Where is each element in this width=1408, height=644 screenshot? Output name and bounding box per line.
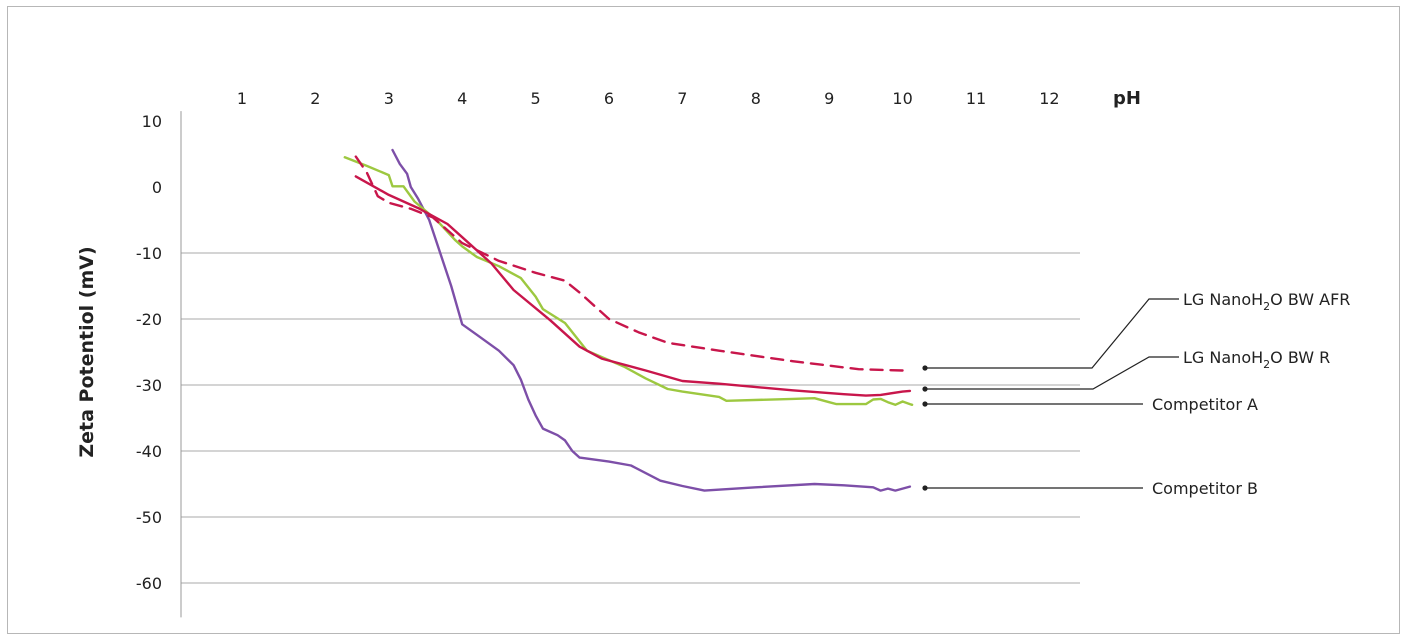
series-line-lg-nanoh-o-bw-r xyxy=(354,175,912,397)
y-tick-60: -60 xyxy=(136,574,162,593)
x-tick-12: 12 xyxy=(1039,89,1059,108)
legend-label-subscript: 2 xyxy=(1263,358,1270,371)
y-tick-10: -10 xyxy=(136,244,162,263)
x-tick-labels: 1 2 3 4 5 6 7 8 9 10 11 12 xyxy=(237,89,1060,108)
legend-leader-lg-nanoh-o-bw-r xyxy=(925,356,1179,390)
legend-label-part: O BW AFR xyxy=(1270,290,1350,309)
y-tick-10: 10 xyxy=(142,112,162,131)
y-tick-30: -30 xyxy=(136,376,162,395)
x-tick-6: 6 xyxy=(604,89,614,108)
legend-label-lg-nanoh-o-bw-afr: LG NanoH2O BW AFR xyxy=(1183,290,1350,313)
legend-label-competitor-a: Competitor A xyxy=(1152,395,1258,414)
x-tick-7: 7 xyxy=(677,89,687,108)
legend-label-lg-nanoh-o-bw-r: LG NanoH2O BW R xyxy=(1183,348,1330,371)
y-tick-0: 0 xyxy=(152,178,162,197)
x-tick-11: 11 xyxy=(966,89,986,108)
x-tick-3: 3 xyxy=(384,89,394,108)
grid-lines xyxy=(181,252,1080,584)
x-tick-1: 1 xyxy=(237,89,247,108)
x-tick-8: 8 xyxy=(751,89,761,108)
y-tick-labels: 10 0 -10 -20 -30 -40 -50 -60 xyxy=(136,112,162,593)
x-tick-10: 10 xyxy=(892,89,912,108)
series-lines xyxy=(343,148,914,492)
legend-label-competitor-b: Competitor B xyxy=(1152,479,1258,498)
x-tick-9: 9 xyxy=(824,89,834,108)
legend-label-part: O BW R xyxy=(1270,348,1330,367)
y-tick-50: -50 xyxy=(136,508,162,527)
y-tick-20: -20 xyxy=(136,310,162,329)
x-tick-2: 2 xyxy=(310,89,320,108)
legend-label-subscript: 2 xyxy=(1263,300,1270,313)
series-line-lg-nanoh-o-bw-afr xyxy=(354,155,912,372)
series-line-competitor-a xyxy=(343,156,914,406)
x-tick-5: 5 xyxy=(531,89,541,108)
y-tick-40: -40 xyxy=(136,442,162,461)
x-axis-label: pH xyxy=(1113,88,1141,109)
x-tick-4: 4 xyxy=(457,89,467,108)
chart-frame xyxy=(7,6,1400,634)
legend-leader-lg-nanoh-o-bw-afr xyxy=(925,298,1179,369)
legend-label-part: LG NanoH xyxy=(1183,348,1263,367)
y-axis-label: Zeta Potentiol (mV) xyxy=(76,246,98,457)
series-line-competitor-b xyxy=(391,148,912,492)
legend-label-part: LG NanoH xyxy=(1183,290,1263,309)
